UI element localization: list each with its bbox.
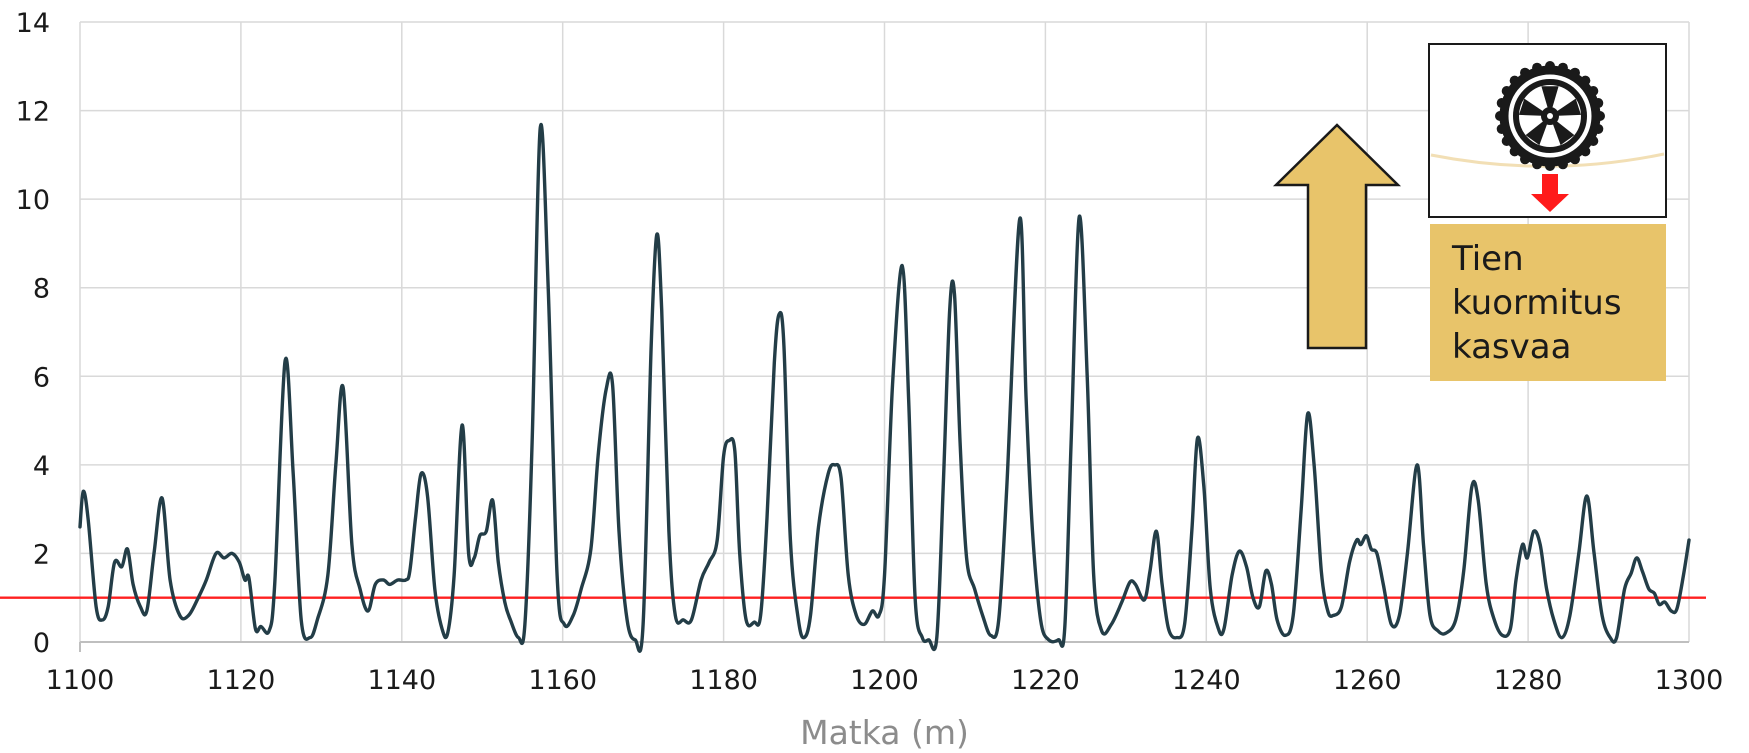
- x-tick-label: 1140: [367, 665, 436, 696]
- y-tick-label: 0: [33, 628, 50, 659]
- y-tick-labels: 0 2 4 6 8 10 12 14: [16, 8, 50, 659]
- callout-line-3: kasvaa: [1452, 327, 1571, 367]
- x-tick-label: 1220: [1011, 665, 1080, 696]
- y-tick-label: 4: [33, 451, 50, 482]
- y-tick-label: 6: [33, 362, 50, 393]
- wheel-spoke: [1556, 98, 1581, 116]
- y-tick-label: 10: [16, 185, 50, 216]
- wheel-spoke: [1519, 98, 1544, 116]
- x-tick-label: 1240: [1172, 665, 1241, 696]
- wheel-spoke: [1525, 120, 1548, 146]
- callout-line-2: kuormitus: [1452, 283, 1622, 323]
- x-tick-label: 1180: [689, 665, 758, 696]
- x-tick-label: 1300: [1655, 665, 1724, 696]
- y-tick-label: 2: [33, 539, 50, 570]
- x-tick-label: 1160: [528, 665, 597, 696]
- callout-line-1: Tien: [1451, 239, 1524, 279]
- y-tick-label: 12: [16, 97, 50, 128]
- x-axis-title: Matka (m): [800, 713, 969, 752]
- x-tick-label: 1100: [46, 665, 115, 696]
- load-arrow-icon: [1531, 174, 1569, 212]
- callout-box: Tien kuormitus kasvaa: [1430, 224, 1666, 381]
- x-tick-label: 1200: [850, 665, 919, 696]
- wheel-spokes: [1519, 86, 1581, 146]
- wheel-on-road-icon: [1428, 43, 1667, 218]
- x-tick-labels: 1100 1120 1140 1160 1180 1200 1220 1240 1260 1280…: [46, 665, 1724, 696]
- wheel-spoke: [1541, 86, 1559, 109]
- up-arrow-icon: [1272, 123, 1402, 350]
- x-tick-label: 1120: [207, 665, 276, 696]
- y-tick-label: 14: [16, 8, 50, 39]
- x-tick-label: 1280: [1494, 665, 1563, 696]
- y-tick-label: 8: [33, 274, 50, 305]
- x-tick-label: 1260: [1333, 665, 1402, 696]
- series-line: [78, 123, 1691, 653]
- wheel-spoke: [1552, 120, 1575, 146]
